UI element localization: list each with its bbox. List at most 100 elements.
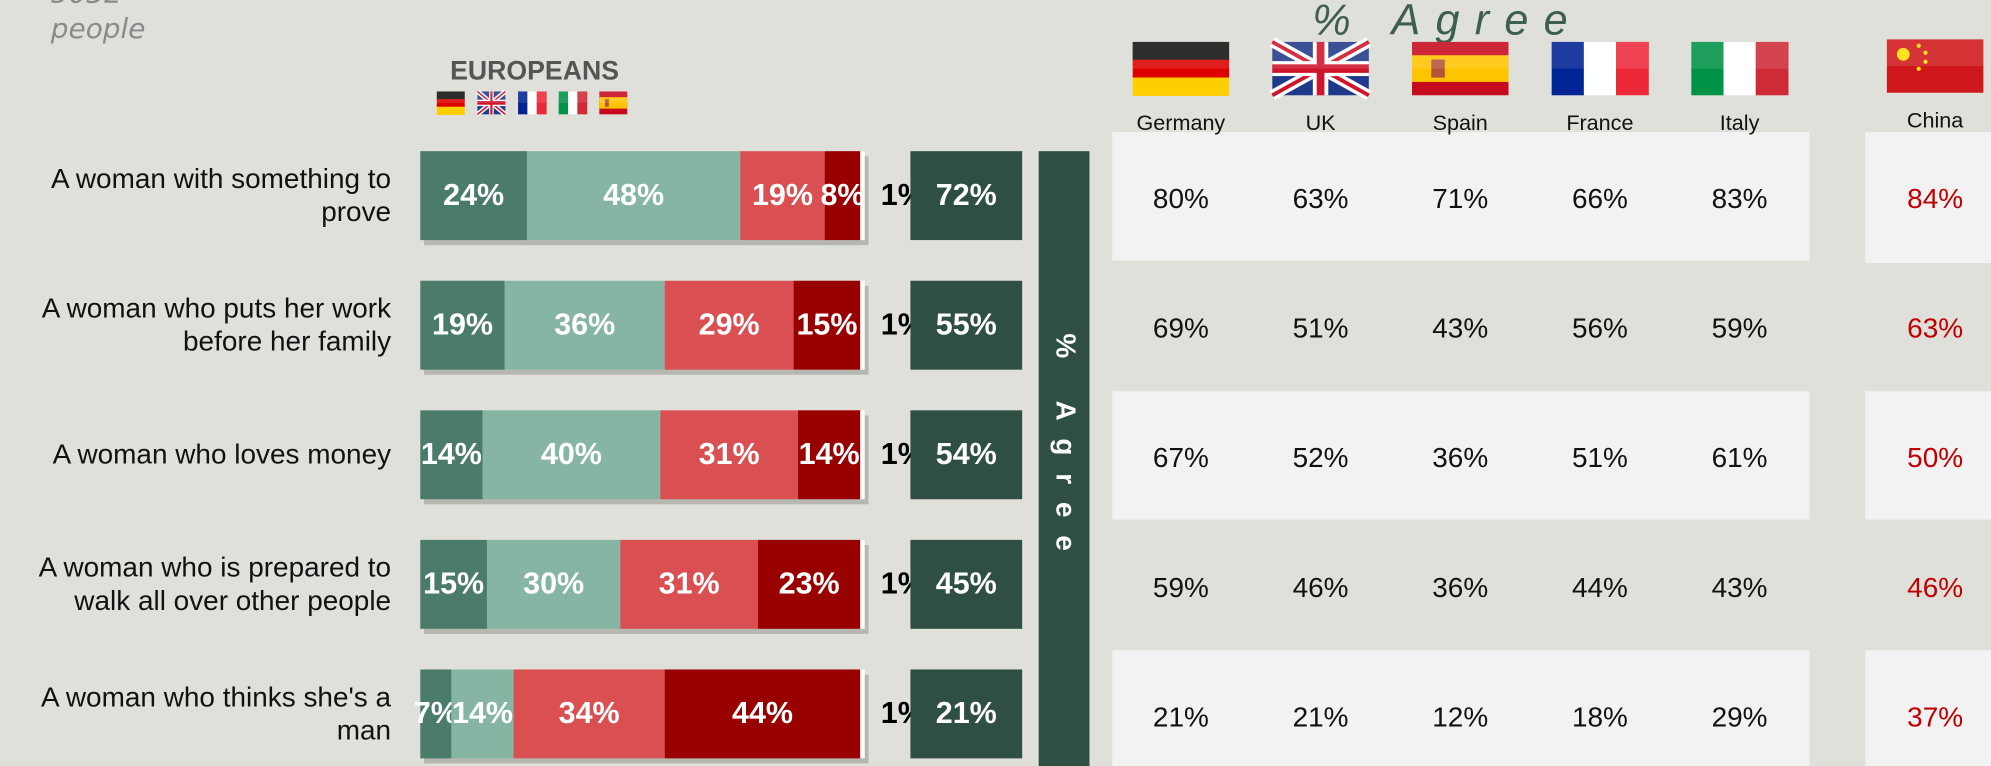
bar-segment [420,280,505,370]
flag-stripe [436,99,465,108]
flag-emblem [604,99,609,107]
table-cell: 71% [1432,183,1488,214]
table-cell: 66% [1572,183,1628,214]
value-label: 15% [796,308,857,342]
total-label: 54% [936,437,997,471]
flag [1411,41,1509,96]
bar-segment [504,280,665,370]
category-label: A woman who puts her work before her fam… [41,291,392,357]
total-box [910,539,1023,629]
flag-stripe [568,91,578,115]
total-label: 55% [936,308,997,342]
table-cell: 67% [1153,442,1209,473]
bar-segment [860,539,865,629]
value-label: 14% [421,437,482,471]
value-label: 14% [799,437,860,471]
table-cell: 69% [1153,313,1209,344]
table-cell: 21% [1293,701,1349,732]
total-box [910,410,1023,500]
value-label: 8% [820,178,864,212]
table-row-bg [1112,650,1810,766]
flag [436,91,465,115]
flag [1691,41,1789,96]
flag-stripe [1583,41,1617,96]
bar-segment [758,539,861,629]
country-name: France [1566,110,1633,135]
flag [599,91,628,115]
note-box: 5032 people [51,0,146,45]
table-cell: 56% [1572,313,1628,344]
value-label: 29% [699,308,760,342]
flag [1132,41,1230,96]
value-label: 48% [603,178,664,212]
country-name: China [1907,108,1963,133]
flag-stripe [536,91,547,115]
value-label: 30% [523,567,584,601]
table-cell: 46% [1293,572,1349,603]
bar-segment [664,669,861,759]
value-label: 31% [699,437,760,471]
table-cell: 43% [1712,572,1768,603]
flag-stripe [577,91,588,115]
total-label: 45% [936,567,997,601]
category-box: A woman with something to prove [51,162,391,227]
flag-stripe [1615,41,1649,96]
bar-segment [860,151,865,241]
table-cell: 80% [1153,183,1209,214]
value-label: 24% [443,178,504,212]
flag [558,91,588,115]
value-label: 23% [779,567,840,601]
chart-title: % Agree [1312,0,1583,44]
flag-star [1916,43,1921,48]
bar-segment [798,410,861,500]
bar-segment [860,669,865,759]
table-cell: 84% [1907,183,1963,214]
value-label: 31% [659,567,720,601]
table-row-bg [1112,391,1810,520]
table-cell: 44% [1572,572,1628,603]
table-cell: 51% [1293,313,1349,344]
flag-stripe [599,97,628,109]
category-label: A woman who is prepared to walk all over… [38,550,392,617]
flag-stripe [436,91,465,100]
flag-shine [1886,39,1984,67]
flag-shine [477,91,506,103]
table-cell: 43% [1432,313,1488,344]
bar-segment [620,539,759,629]
bar-segment [860,410,865,500]
flag-star [1923,59,1928,64]
category-box: A woman who thinks she's a man [41,680,392,746]
table-cell: 36% [1432,572,1488,603]
flag-shine [1132,41,1230,69]
value-label: 15% [423,567,484,601]
china-column-bg [1865,132,1991,263]
flag [1551,41,1649,96]
flag-stripe [1411,55,1509,82]
category-label: A woman who thinks she's a man [41,680,392,746]
flag-star [1896,47,1910,61]
flag-stripe [1132,59,1230,79]
value-label: 36% [554,308,615,342]
flag-shine [1272,41,1369,69]
flag-stripe [1132,41,1230,61]
agree-band [1038,151,1090,766]
flag-stripe [1551,41,1585,96]
table-cell: 18% [1572,701,1628,732]
total-label: 72% [936,178,997,212]
flag-shine [436,91,465,103]
table-cell: 63% [1293,183,1349,214]
bar-segment [660,410,799,500]
table-cell: 52% [1293,442,1349,473]
agree-label: % Agree [1051,333,1082,568]
table-cell: 83% [1712,183,1768,214]
category-label: A woman who loves money [52,438,392,470]
bar-segment [420,669,452,759]
bar-segment [664,280,794,370]
value-label: 14% [452,696,513,730]
flag-shine [558,91,587,103]
flag-star [1923,50,1928,55]
flag-stripe [1132,77,1230,96]
flag-stripe [436,106,465,115]
